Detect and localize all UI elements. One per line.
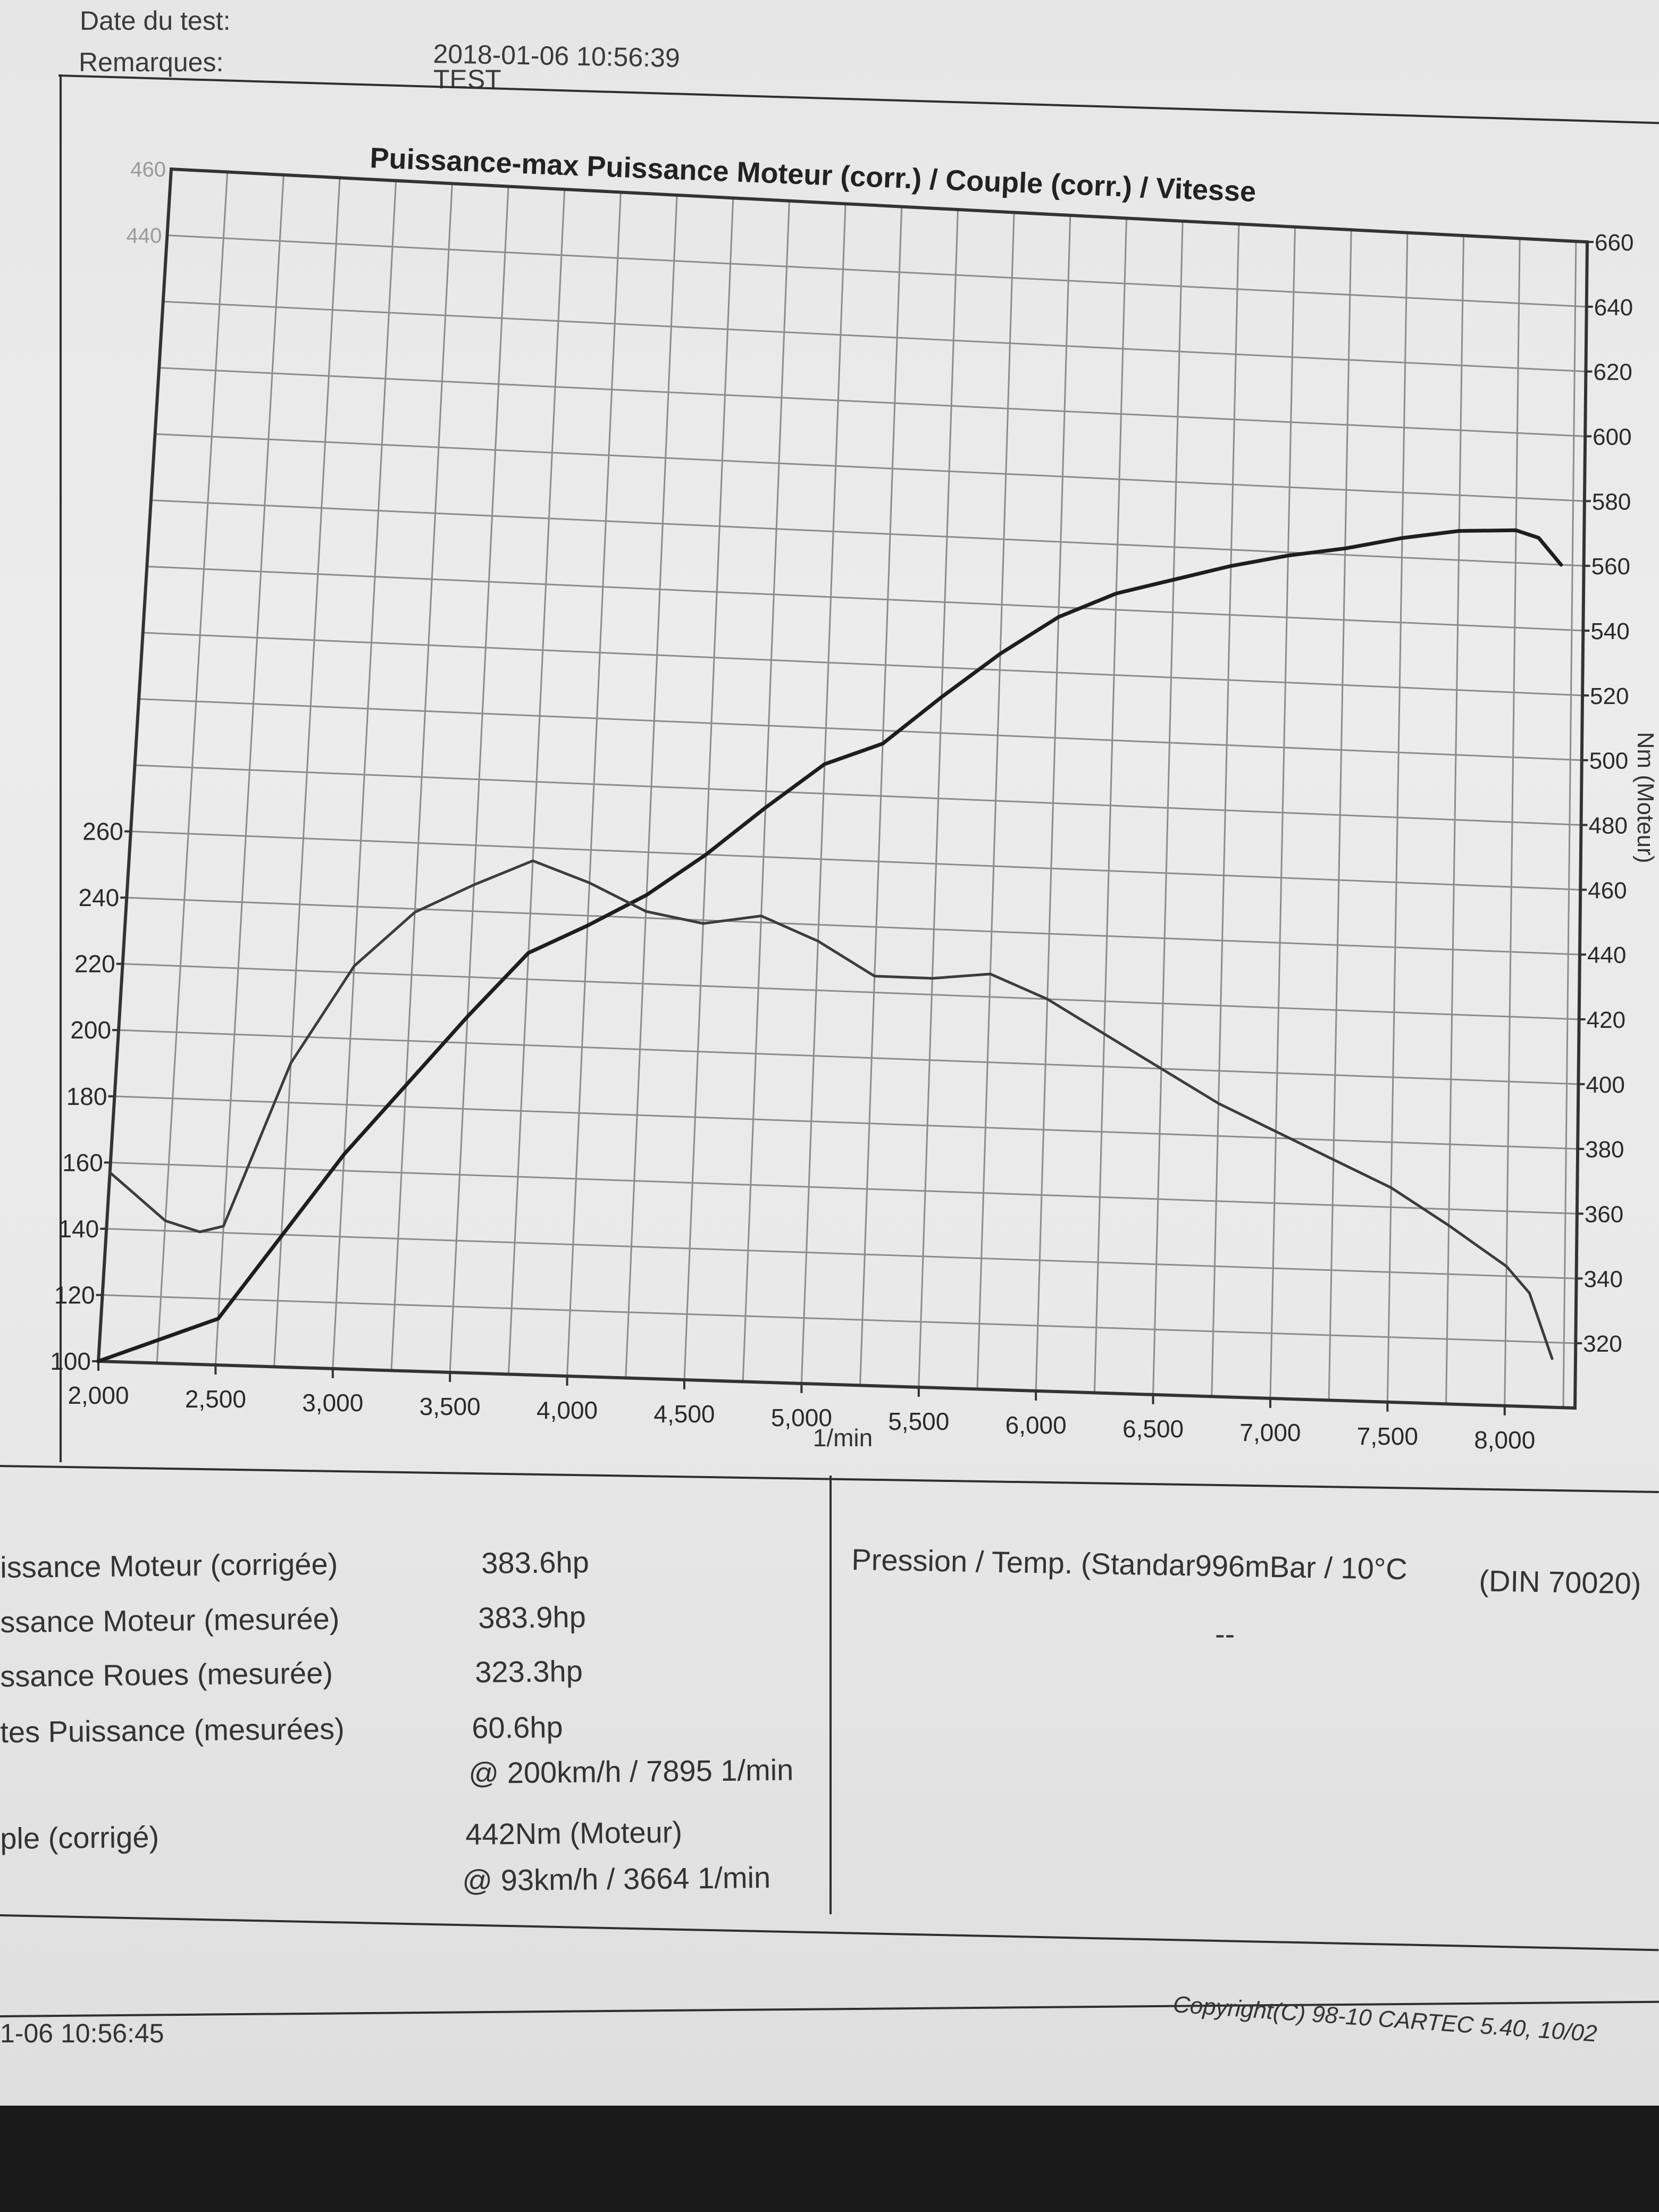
summary-row-value: 442Nm (Moteur) [465, 1815, 683, 1851]
right-tick-label: 460 [1588, 877, 1627, 903]
photo-background-edge [0, 2106, 1659, 2212]
summary-row-value: @ 200km/h / 7895 1/min [468, 1753, 794, 1790]
grid-line-horizontal [122, 963, 1579, 1020]
summary-row-label: ple (corrigé) [0, 1820, 160, 1855]
left-tick-label: 100 [50, 1347, 91, 1375]
x-tick-label: 7,500 [1357, 1422, 1418, 1450]
right-tick-label: 400 [1586, 1072, 1624, 1098]
date-label: Date du test: [80, 6, 231, 36]
right-tick-label: 360 [1585, 1202, 1623, 1228]
right-tick-label: 540 [1590, 618, 1629, 644]
right-axis-label: Nm (Moteur) [1632, 732, 1658, 864]
right-tick-label: 440 [1587, 942, 1626, 968]
right-tick-label: 600 [1593, 424, 1631, 450]
grid-line-horizontal [163, 300, 1586, 373]
summary-row-label: ssance Roues (mesurée) [0, 1656, 333, 1693]
grid-line-horizontal [135, 764, 1581, 826]
x-tick-label: 8,000 [1474, 1426, 1535, 1454]
grid-line-horizontal [150, 499, 1584, 567]
right-tick-label: 640 [1594, 295, 1633, 321]
left-tick-label-faded: 440 [127, 224, 162, 248]
left-tick-label: 180 [66, 1083, 107, 1110]
grid-line-horizontal [127, 896, 1580, 956]
chart-title: Puissance-max Puissance Moteur (corr.) /… [370, 142, 1257, 208]
summary-row-label: tes Puissance (mesurées) [0, 1712, 345, 1749]
x-tick-label: 2,500 [185, 1385, 246, 1413]
grid-line-horizontal [114, 1095, 1578, 1150]
right-tick-label: 420 [1587, 1007, 1626, 1033]
grid-line-horizontal [155, 433, 1585, 502]
grid-line-horizontal [106, 1228, 1577, 1279]
plot-frame [96, 167, 1589, 1410]
x-tick-label: 2,000 [68, 1381, 129, 1409]
summary-row-value: 383.6hp [481, 1545, 590, 1580]
left-tick-label: 260 [82, 818, 123, 845]
grid-line-horizontal [147, 565, 1583, 632]
summary-row-value: 60.6hp [472, 1710, 563, 1745]
right-tick-label: 520 [1590, 683, 1629, 709]
x-tick-label: 5,000 [771, 1404, 832, 1431]
right-tick-label: 320 [1583, 1331, 1622, 1357]
left-tick-label: 200 [70, 1016, 111, 1044]
x-tick-label: 7,000 [1239, 1419, 1301, 1446]
x-tick-label: 3,500 [420, 1393, 481, 1420]
summary-divider [830, 1476, 832, 1914]
grid-line-horizontal [139, 698, 1582, 761]
left-tick-label: 120 [54, 1281, 95, 1309]
summary-row-value: 383.9hp [478, 1599, 586, 1635]
left-tick-label: 160 [62, 1149, 103, 1176]
right-tick-label: 380 [1585, 1137, 1624, 1163]
right-tick-label: 580 [1592, 489, 1631, 515]
x-tick-label: 5,500 [888, 1407, 949, 1435]
grid-line-horizontal [130, 831, 1581, 891]
grid-line-horizontal [167, 234, 1587, 308]
right-tick-label: 620 [1593, 359, 1632, 386]
left-tick-label: 220 [74, 950, 115, 978]
grid-line-horizontal [143, 632, 1583, 697]
summary-row-label: ssance Moteur (mesurée) [0, 1602, 340, 1639]
right-tick-label: 660 [1595, 230, 1633, 256]
x-tick-label: 3,000 [302, 1389, 363, 1417]
right-tick-label: 480 [1589, 813, 1628, 839]
x-tick-label: 6,500 [1122, 1415, 1184, 1443]
right-tick-label: 340 [1584, 1266, 1623, 1292]
torque-curve [108, 859, 1554, 1360]
print-timestamp: 1-06 10:56:45 [0, 2018, 164, 2048]
left-tick-label-faded: 460 [130, 158, 166, 181]
x-tick-label: 4,500 [653, 1400, 715, 1428]
left-tick-label: 140 [58, 1215, 99, 1243]
grid-line-horizontal [119, 1029, 1579, 1085]
grid-line-horizontal [110, 1161, 1577, 1214]
din-standard: (DIN 70020) [1478, 1563, 1641, 1601]
x-axis-label: 1/min [813, 1424, 873, 1452]
summary-row-value: 323.3hp [475, 1654, 583, 1689]
x-tick-label: 4,000 [537, 1396, 598, 1424]
summary-row-label: issance Moteur (corrigée) [0, 1547, 338, 1584]
dyno-chart: Puissance-max Puissance Moteur (corr.) /… [50, 142, 1658, 1454]
grid-line-horizontal [102, 1294, 1576, 1344]
right-tick-label: 560 [1591, 554, 1630, 580]
left-tick-label: 240 [79, 884, 120, 911]
info-placeholder-dash: -- [1215, 1617, 1235, 1650]
grid-line-horizontal [159, 367, 1586, 437]
summary-row-value: @ 93km/h / 3664 1/min [462, 1860, 771, 1897]
remarks-label: Remarques: [79, 47, 224, 77]
right-tick-label: 500 [1589, 748, 1628, 774]
x-tick-label: 6,000 [1006, 1411, 1067, 1439]
left-margin-rule [60, 74, 62, 1462]
power-curve [96, 528, 1563, 1363]
